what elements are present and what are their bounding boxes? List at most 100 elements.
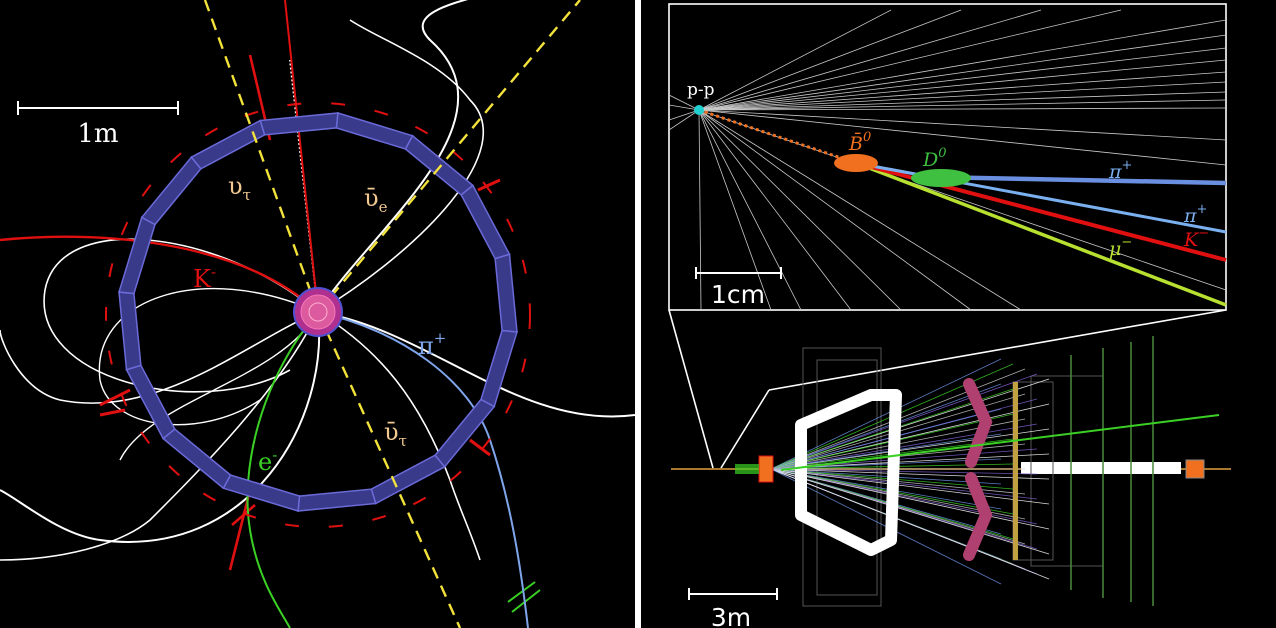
event-display-transverse-view: 1m K- π+ e- υτ ῡe ῡτ bbox=[0, 0, 635, 628]
velo bbox=[758, 455, 774, 483]
calorimeter-module bbox=[140, 155, 202, 226]
calorimeter-module bbox=[118, 291, 142, 371]
zoom-connectors bbox=[668, 309, 1227, 469]
nu-tau-bar-label: ῡτ bbox=[384, 418, 407, 450]
red-segment-upper-right bbox=[477, 178, 501, 192]
inset-track bbox=[698, 9, 1122, 111]
calorimeter-module bbox=[190, 119, 266, 170]
calorimeter-module bbox=[161, 428, 232, 490]
inset-track bbox=[698, 9, 962, 111]
inset-track bbox=[698, 81, 1227, 111]
long-green-track bbox=[780, 414, 1220, 471]
inset-track bbox=[698, 107, 1227, 111]
inset-track bbox=[668, 109, 700, 121]
electron-track bbox=[246, 311, 319, 628]
detector-track bbox=[770, 468, 1038, 500]
scale-bar-1m bbox=[17, 101, 179, 115]
inset-track bbox=[698, 109, 902, 311]
calorimeter-module bbox=[222, 474, 301, 512]
scale-bar-1cm bbox=[695, 267, 782, 279]
green-hit-a bbox=[507, 581, 536, 603]
inset-track bbox=[698, 19, 1227, 111]
detector-track bbox=[770, 383, 1002, 470]
calorimeter-module bbox=[460, 184, 511, 260]
rich-detector bbox=[963, 378, 993, 561]
nu-tau-label: υτ bbox=[228, 172, 251, 204]
detector-side-view: 3m bbox=[671, 336, 1231, 628]
inset-track bbox=[668, 94, 700, 111]
calorimeter-module bbox=[434, 398, 496, 469]
detector-track bbox=[770, 468, 1050, 580]
scale-bar-3m bbox=[688, 588, 778, 600]
detector-track bbox=[770, 373, 1038, 470]
red-segment-left bbox=[99, 388, 131, 407]
detector-track bbox=[770, 408, 1002, 470]
electron-label: e- bbox=[258, 446, 277, 476]
b0-label: B̄0 bbox=[848, 130, 871, 155]
inset-track bbox=[698, 34, 1227, 111]
inset-track bbox=[698, 71, 1227, 111]
white-track-bottom bbox=[0, 311, 319, 561]
detector-track bbox=[770, 433, 1002, 470]
vertex-zoom-inset: p-p B̄0 D0 π+ π+ K− μ− 1cm bbox=[668, 3, 1227, 311]
detector-track bbox=[770, 453, 1050, 470]
kaon-label: K- bbox=[193, 263, 216, 293]
white-track-top-right bbox=[317, 0, 469, 313]
nu-tau-bar-line bbox=[316, 311, 462, 628]
inset-track bbox=[698, 109, 852, 311]
kaon-inset-label: K− bbox=[1183, 226, 1209, 251]
calorimeter-module bbox=[494, 253, 518, 333]
b0-flight-line bbox=[698, 108, 857, 165]
pion-label: π+ bbox=[418, 329, 446, 360]
pi-plus-2-label: π+ bbox=[1183, 202, 1207, 227]
nu-tau-line bbox=[203, 0, 320, 313]
nu-e-bar-label: ῡe bbox=[364, 184, 388, 216]
inset-track bbox=[698, 59, 1227, 111]
detector-track bbox=[770, 468, 1050, 480]
magnet-coil bbox=[795, 389, 902, 556]
calorimeter-module bbox=[404, 134, 475, 196]
scale-label-1cm: 1cm bbox=[711, 280, 765, 309]
outer-muon-hits bbox=[105, 102, 531, 528]
red-tracks bbox=[0, 0, 501, 571]
detector-track bbox=[770, 468, 1050, 530]
beam-pipe-white bbox=[1021, 462, 1181, 474]
white-track-upper-right bbox=[317, 19, 484, 313]
inset-track bbox=[698, 109, 1227, 141]
pi-track-1 bbox=[930, 174, 1227, 186]
vertex-detector bbox=[293, 287, 343, 337]
scale-label-3m: 3m bbox=[711, 603, 751, 628]
detector-track bbox=[770, 358, 1002, 470]
detector-track bbox=[770, 423, 1038, 470]
white-track-bottom-left bbox=[0, 311, 321, 543]
transverse-view-svg: 1m K- π+ e- υτ ῡe ῡτ bbox=[0, 0, 635, 628]
d0-label: D0 bbox=[922, 146, 947, 171]
detector-track bbox=[770, 468, 1038, 475]
inset-track bbox=[698, 109, 1022, 311]
inset-track bbox=[698, 99, 1227, 111]
detector-track bbox=[770, 468, 1002, 485]
inset-track bbox=[698, 109, 1227, 166]
detector-track bbox=[770, 468, 1050, 555]
calorimeter-module bbox=[259, 112, 339, 136]
inset-track bbox=[668, 104, 700, 111]
calorimeter-module bbox=[125, 364, 176, 440]
white-track-left bbox=[0, 311, 319, 404]
scale-label-1m: 1m bbox=[77, 119, 118, 149]
red-segment-right bbox=[469, 438, 491, 457]
b0-vertex bbox=[834, 154, 878, 172]
d0-vertex bbox=[911, 169, 971, 187]
red-track-up bbox=[284, 0, 319, 313]
inset-track bbox=[668, 109, 700, 131]
side-view-svg: p-p B̄0 D0 π+ π+ K− μ− 1cm bbox=[668, 3, 1231, 628]
pi-plus-1-label: π+ bbox=[1108, 158, 1132, 183]
white-track-left-loop bbox=[43, 238, 319, 393]
inset-track bbox=[698, 9, 892, 111]
detector-track bbox=[770, 468, 1002, 510]
detector-tracks bbox=[770, 358, 1050, 585]
green-hit-b bbox=[511, 589, 541, 613]
inset-background-tracks bbox=[668, 9, 1227, 311]
inset-track bbox=[698, 109, 972, 311]
event-display-side-view: p-p B̄0 D0 π+ π+ K− μ− 1cm bbox=[641, 0, 1276, 628]
inset-track bbox=[698, 47, 1227, 111]
